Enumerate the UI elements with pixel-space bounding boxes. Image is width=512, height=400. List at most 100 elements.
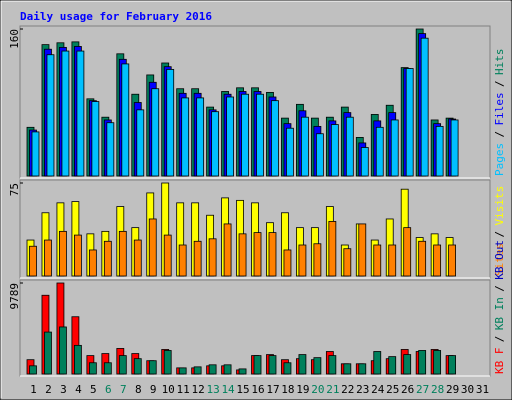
bar	[373, 244, 382, 277]
bar	[76, 50, 85, 177]
bar	[238, 233, 247, 277]
bar	[313, 357, 322, 375]
legend-entry: Sites	[493, 243, 506, 276]
bar	[241, 93, 249, 177]
bar	[193, 240, 202, 277]
bar	[151, 88, 160, 177]
bar	[256, 93, 264, 177]
bar	[343, 363, 352, 375]
x-tick-label: 21	[326, 383, 339, 396]
bar	[388, 356, 397, 375]
x-tick-label: 20	[311, 383, 324, 396]
legend-separator: /	[493, 131, 506, 138]
bar	[286, 127, 294, 177]
bar	[448, 355, 456, 375]
bar	[61, 50, 70, 177]
bar	[208, 364, 217, 375]
bar	[178, 244, 187, 277]
bar	[133, 239, 142, 277]
x-tick-label: 12	[192, 383, 205, 396]
x-tick-label: 28	[431, 383, 444, 396]
bar	[208, 238, 217, 277]
x-tick-label: 3	[60, 383, 67, 396]
bar	[343, 248, 352, 277]
bar	[226, 96, 234, 177]
bar	[106, 122, 115, 177]
bar	[390, 119, 399, 177]
x-tick-label: 24	[371, 383, 385, 396]
bar	[271, 100, 279, 177]
chart-title: Daily usage for February 2016	[20, 10, 212, 23]
bar	[163, 234, 172, 277]
x-tick-label: 30	[461, 383, 474, 396]
bar	[211, 111, 220, 177]
x-tick-label: 15	[236, 383, 249, 396]
x-tick-label: 10	[162, 383, 175, 396]
bar	[283, 362, 292, 375]
bar	[375, 126, 384, 177]
bar	[388, 244, 397, 277]
bar	[315, 133, 324, 177]
bar	[91, 101, 100, 177]
bar	[148, 360, 157, 375]
bar	[313, 243, 322, 277]
legend-entry: KB Out	[493, 240, 506, 280]
x-tick-label: 22	[341, 383, 354, 396]
y-tick-label: 160	[8, 29, 21, 49]
bar	[298, 354, 307, 375]
legend-entry: KB F	[493, 348, 506, 375]
legend-separator: /	[493, 80, 506, 87]
x-tick-label: 16	[251, 383, 264, 396]
bar	[178, 367, 187, 375]
bar	[103, 362, 112, 375]
x-tick-label: 13	[206, 383, 219, 396]
bar	[163, 350, 172, 375]
x-tick-label: 31	[476, 383, 489, 396]
x-tick-label: 29	[446, 383, 459, 396]
bar	[435, 125, 444, 177]
x-tick-label: 17	[266, 383, 279, 396]
bar	[136, 109, 145, 177]
bar	[403, 227, 412, 277]
bar	[118, 355, 127, 375]
y-tick-label: 9789	[8, 283, 21, 310]
bar	[360, 147, 369, 177]
bar	[328, 355, 337, 375]
x-tick-label: 9	[150, 383, 157, 396]
bar	[328, 221, 337, 277]
bar	[74, 234, 82, 277]
x-tick-label: 6	[105, 383, 112, 396]
bar	[268, 355, 277, 375]
bar	[133, 358, 142, 375]
bar	[268, 232, 277, 277]
bar	[44, 331, 52, 375]
y-tick-label: 75	[8, 183, 21, 196]
bar	[253, 355, 262, 375]
bar	[181, 97, 190, 177]
x-tick-label: 2	[45, 383, 52, 396]
legend-separator: /	[493, 285, 506, 292]
bar	[418, 350, 427, 375]
x-tick-label: 8	[135, 383, 142, 396]
bar	[148, 218, 157, 277]
bar	[358, 223, 367, 277]
bar	[74, 344, 82, 375]
x-tick-label: 14	[221, 383, 235, 396]
bar	[405, 68, 414, 177]
bar	[121, 63, 130, 177]
legend-entry: KB In	[493, 297, 506, 330]
bar	[103, 240, 112, 277]
x-tick-label: 1	[30, 383, 37, 396]
legend-entry: Pages	[493, 143, 506, 176]
x-tick-label: 11	[177, 383, 190, 396]
bar	[253, 232, 262, 277]
bar	[358, 363, 367, 375]
bar	[373, 351, 382, 375]
legend-entry: Files	[493, 92, 506, 125]
x-tick-label: 5	[90, 383, 97, 396]
x-tick-label: 23	[356, 383, 369, 396]
bar	[238, 368, 247, 375]
bar	[403, 354, 412, 375]
